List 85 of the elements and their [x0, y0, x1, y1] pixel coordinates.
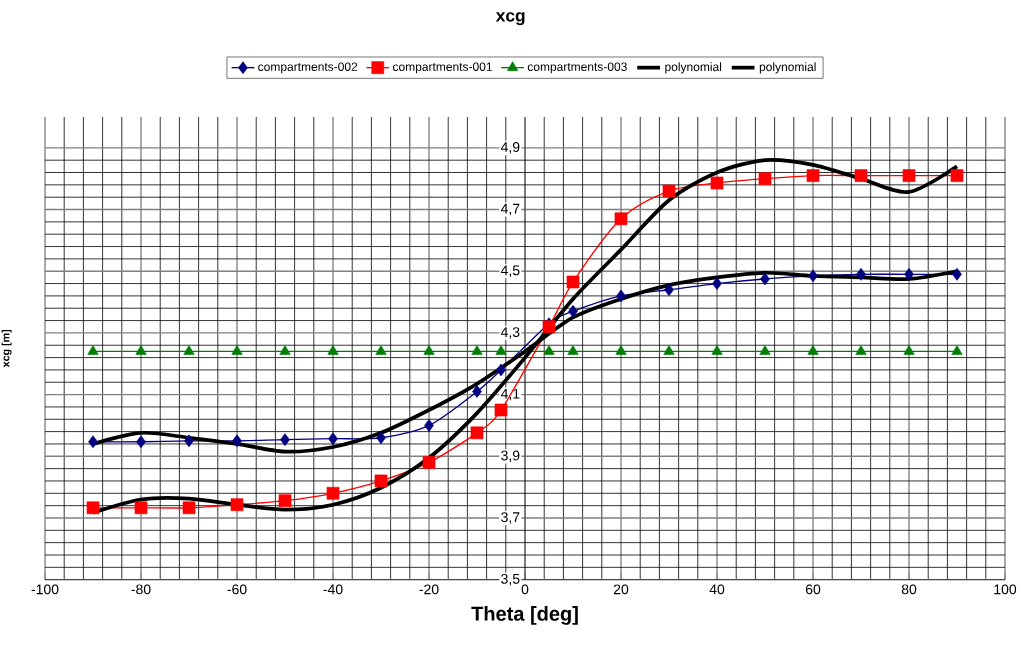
point	[88, 435, 98, 449]
point	[328, 432, 338, 446]
point	[424, 419, 434, 432]
point	[951, 345, 963, 355]
point	[616, 289, 626, 303]
point	[280, 433, 290, 446]
point	[903, 345, 915, 355]
point	[614, 212, 628, 226]
point	[712, 277, 722, 290]
y-tick-label: 3,5	[501, 573, 520, 586]
point	[376, 431, 386, 445]
y-tick-label: 4,3	[500, 327, 520, 339]
x-axis-title: Theta [deg]	[471, 606, 578, 625]
point	[494, 403, 508, 417]
point	[86, 501, 100, 515]
point	[615, 345, 627, 355]
x-tick-label: -20	[419, 584, 439, 595]
point	[470, 426, 484, 440]
point	[423, 345, 435, 355]
point	[568, 304, 578, 318]
point	[136, 435, 146, 449]
x-tick-label: -80	[131, 584, 151, 595]
point	[496, 363, 506, 377]
x-tick-label: -40	[323, 584, 343, 595]
point	[375, 345, 387, 355]
y-tick-label: 4,9	[500, 142, 520, 154]
point	[230, 498, 244, 512]
point	[472, 385, 482, 398]
point	[855, 345, 867, 355]
point	[135, 345, 147, 355]
x-tick-label: 20	[613, 584, 629, 595]
point	[711, 345, 723, 355]
point	[495, 345, 507, 355]
point	[950, 169, 964, 182]
point	[374, 474, 388, 488]
legend-label: compartments-001	[393, 62, 492, 74]
x-tick-label: 0	[521, 584, 529, 595]
point	[904, 267, 914, 281]
chart-title: xcg	[495, 12, 525, 26]
point	[87, 345, 99, 355]
point	[758, 172, 772, 186]
point	[952, 267, 962, 281]
point	[856, 267, 866, 281]
y-axis-title: xcg [m]	[1, 329, 12, 368]
y-tick-label: 4,7	[500, 203, 520, 216]
legend-label: compartments-003	[527, 62, 627, 74]
legend-label: polynomial	[665, 62, 722, 74]
y-tick-label: 3,7	[501, 512, 520, 524]
point	[854, 169, 868, 182]
point	[542, 320, 556, 334]
point	[279, 345, 291, 355]
legend-label: compartments-002	[258, 62, 358, 74]
point	[278, 494, 292, 508]
point	[543, 345, 555, 355]
x-tick-label: -60	[227, 584, 247, 595]
point	[567, 345, 579, 355]
point	[566, 275, 580, 289]
point	[471, 345, 483, 355]
y-tick-label: 4,5	[500, 265, 520, 277]
point	[184, 434, 194, 448]
point	[759, 345, 771, 355]
point	[663, 345, 675, 355]
point	[662, 184, 676, 198]
point	[807, 345, 819, 355]
point	[664, 283, 674, 297]
x-tick-label: 80	[901, 584, 917, 595]
x-tick-label: 60	[805, 584, 821, 595]
legend-label: polynomial	[759, 62, 816, 74]
x-tick-label: 100	[994, 584, 1017, 595]
point	[422, 456, 436, 469]
point	[806, 169, 820, 182]
x-tick-label: -100	[31, 584, 59, 595]
point	[231, 345, 243, 355]
point	[760, 272, 770, 286]
point	[134, 501, 148, 515]
point	[808, 269, 818, 283]
point	[182, 501, 196, 515]
point	[183, 345, 195, 355]
point	[326, 486, 340, 500]
point	[710, 176, 724, 190]
x-tick-label: 40	[709, 584, 725, 595]
point	[232, 434, 242, 448]
point	[327, 345, 339, 355]
y-tick-label: 3,9	[501, 450, 520, 463]
point	[902, 169, 916, 182]
